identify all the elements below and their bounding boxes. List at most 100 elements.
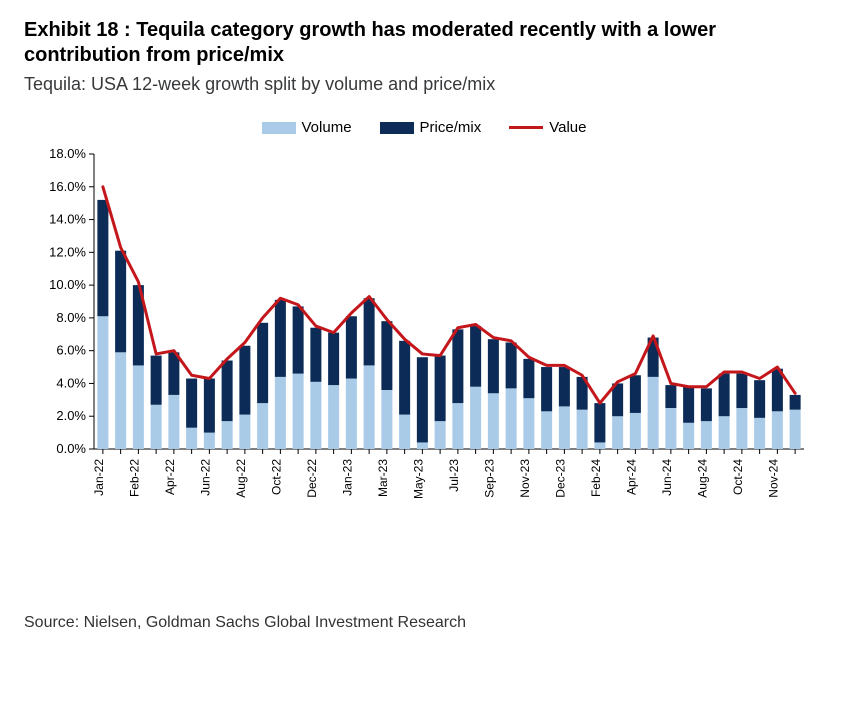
x-axis-label: Dec-22 <box>305 459 319 498</box>
bar-volume <box>293 374 304 449</box>
bar-pricemix <box>239 346 250 415</box>
bar-pricemix <box>683 387 694 423</box>
bar-pricemix <box>168 352 179 395</box>
bar-volume <box>381 390 392 449</box>
bar-pricemix <box>754 380 765 418</box>
legend-volume: Volume <box>262 119 352 136</box>
svg-text:12.0%: 12.0% <box>49 244 86 259</box>
svg-text:2.0%: 2.0% <box>56 408 86 423</box>
bar-pricemix <box>506 342 517 388</box>
bar-pricemix <box>97 200 108 316</box>
bar-pricemix <box>186 379 197 428</box>
bar-pricemix <box>328 333 339 385</box>
x-axis-label: Aug-22 <box>234 459 248 498</box>
bar-pricemix <box>346 316 357 378</box>
bar-volume <box>612 416 623 449</box>
svg-text:16.0%: 16.0% <box>49 179 86 194</box>
x-axis-label: Jan-23 <box>340 459 354 496</box>
bar-volume <box>239 415 250 449</box>
bar-pricemix <box>275 300 286 377</box>
legend-value-label: Value <box>549 119 586 136</box>
legend-volume-label: Volume <box>302 119 352 136</box>
bar-volume <box>648 377 659 449</box>
bar-line-chart: 0.0%2.0%4.0%6.0%8.0%10.0%12.0%14.0%16.0%… <box>24 144 814 564</box>
bar-volume <box>435 421 446 449</box>
x-axis-label: Dec-23 <box>553 459 567 498</box>
bar-volume <box>168 395 179 449</box>
bar-pricemix <box>630 375 641 413</box>
source-line: Source: Nielsen, Goldman Sachs Global In… <box>24 614 824 632</box>
bar-pricemix <box>559 367 570 406</box>
bar-pricemix <box>151 356 162 405</box>
bar-volume <box>186 428 197 449</box>
bar-pricemix <box>736 374 747 408</box>
bar-pricemix <box>790 395 801 410</box>
bar-volume <box>115 352 126 449</box>
bar-volume <box>736 408 747 449</box>
exhibit-title: Exhibit 18 : Tequila category growth has… <box>24 18 824 68</box>
swatch-pricemix <box>380 122 414 134</box>
bar-volume <box>310 382 321 449</box>
svg-text:0.0%: 0.0% <box>56 441 86 456</box>
bar-pricemix <box>115 251 126 353</box>
bar-volume <box>151 405 162 449</box>
x-axis-label: Apr-24 <box>624 459 638 495</box>
x-axis-label: Mar-23 <box>376 459 390 497</box>
x-axis-label: Jun-24 <box>660 459 674 496</box>
value-line <box>103 187 795 403</box>
bar-volume <box>346 379 357 449</box>
x-axis-label: Sep-23 <box>482 459 496 498</box>
svg-text:18.0%: 18.0% <box>49 146 86 161</box>
bar-pricemix <box>594 403 605 442</box>
bar-pricemix <box>417 357 428 442</box>
bar-volume <box>133 365 144 449</box>
x-axis-label: Jul-23 <box>447 459 461 492</box>
bar-volume <box>541 411 552 449</box>
swatch-volume <box>262 122 296 134</box>
x-axis-label: Aug-24 <box>695 459 709 498</box>
bar-volume <box>399 415 410 449</box>
x-axis-label: May-23 <box>411 459 425 499</box>
bar-volume <box>328 385 339 449</box>
bar-pricemix <box>452 329 463 403</box>
bar-pricemix <box>701 388 712 421</box>
x-axis-label: Nov-23 <box>518 459 532 498</box>
bar-pricemix <box>399 341 410 415</box>
bar-pricemix <box>470 326 481 387</box>
bar-volume <box>754 418 765 449</box>
bar-pricemix <box>488 339 499 393</box>
bar-volume <box>790 410 801 449</box>
x-axis-label: Feb-24 <box>589 459 603 497</box>
chart-legend: Volume Price/mix Value <box>24 119 824 136</box>
svg-text:8.0%: 8.0% <box>56 310 86 325</box>
x-axis-label: Feb-22 <box>127 459 141 497</box>
bar-pricemix <box>257 323 268 403</box>
bar-volume <box>417 442 428 449</box>
bar-pricemix <box>523 359 534 398</box>
bar-volume <box>222 421 233 449</box>
x-axis-label: Nov-24 <box>766 459 780 498</box>
bar-pricemix <box>435 356 446 422</box>
legend-pricemix-label: Price/mix <box>420 119 482 136</box>
chart-area: 0.0%2.0%4.0%6.0%8.0%10.0%12.0%14.0%16.0%… <box>24 144 814 564</box>
svg-text:4.0%: 4.0% <box>56 375 86 390</box>
bar-pricemix <box>719 374 730 417</box>
bar-pricemix <box>364 298 375 365</box>
bar-volume <box>97 316 108 449</box>
bar-pricemix <box>222 361 233 422</box>
bar-volume <box>683 423 694 449</box>
x-axis-label: Apr-22 <box>163 459 177 495</box>
legend-pricemix: Price/mix <box>380 119 482 136</box>
bar-volume <box>488 393 499 449</box>
bar-volume <box>630 413 641 449</box>
bar-volume <box>257 403 268 449</box>
bar-pricemix <box>310 328 321 382</box>
bar-volume <box>506 388 517 449</box>
bar-volume <box>364 365 375 449</box>
bar-pricemix <box>293 306 304 373</box>
bar-volume <box>701 421 712 449</box>
svg-text:10.0%: 10.0% <box>49 277 86 292</box>
x-axis-label: Jan-22 <box>92 459 106 496</box>
bar-volume <box>577 410 588 449</box>
bar-pricemix <box>381 321 392 390</box>
